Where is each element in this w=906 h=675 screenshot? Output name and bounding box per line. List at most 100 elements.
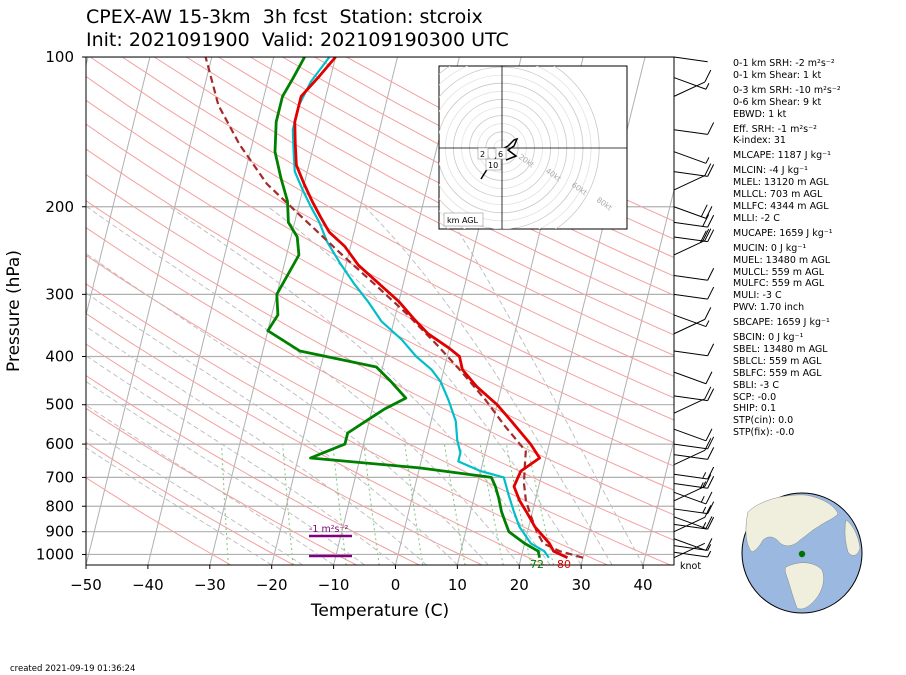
globe-locator — [741, 492, 863, 614]
wind-barb — [673, 542, 706, 559]
parameter-item: 0-1 km SRH: -2 m²s⁻² — [733, 58, 835, 69]
created-timestamp: created 2021-09-19 01:36:24 — [10, 664, 136, 674]
mixing-ratio-line — [332, 444, 347, 565]
parameter-item: SCP: -0.0 — [733, 391, 777, 403]
parameter-item: MLLCL: 703 m AGL — [733, 189, 823, 201]
parameter-item: MUCAPE: 1659 J kg⁻¹ — [733, 227, 833, 239]
wind-barb — [673, 151, 710, 164]
x-tick-9: 40 — [634, 576, 653, 594]
wind-barb — [673, 56, 708, 63]
mixing-ratio-lines — [221, 443, 555, 565]
parameter-item: MUEL: 13480 m AGL — [733, 254, 831, 266]
x-tick-4: −10 — [318, 576, 350, 594]
dry-adiabat — [86, 312, 546, 565]
parameter-item: EBWD: 1 kt — [733, 108, 787, 120]
wind-barb — [673, 466, 715, 480]
wind-barb — [673, 516, 713, 529]
mixing-ratio-line — [282, 444, 294, 565]
dry-adiabat — [186, 57, 674, 316]
x-tick-2: −30 — [194, 576, 226, 594]
x-tick-5: 0 — [391, 576, 401, 594]
wind-barb — [673, 475, 715, 489]
y-axis-label: Pressure (hPa) — [4, 250, 24, 372]
wind-barb — [673, 204, 713, 219]
x-tick-7: 20 — [510, 576, 529, 594]
wind-barb — [673, 491, 713, 505]
dry-adiabat — [86, 407, 357, 565]
dry-adiabat — [86, 75, 674, 399]
dry-adiabat — [86, 477, 232, 565]
parameter-item: 0-1 km Shear: 1 kt — [733, 69, 822, 81]
moist-adiabat — [86, 381, 365, 565]
wind-barb — [673, 163, 712, 191]
parameter-item: 0-6 km Shear: 9 kt — [733, 96, 822, 108]
x-tick-6: 10 — [448, 576, 467, 594]
moist-adiabat — [86, 447, 272, 565]
plot-frame — [85, 56, 675, 566]
parameter-item: MLCIN: -4 J kg⁻¹ — [733, 165, 808, 177]
dry-adiabat — [86, 283, 608, 565]
isotherm — [209, 57, 337, 565]
wetbulb-line — [291, 57, 550, 559]
x-tick-1: −40 — [132, 576, 164, 594]
wind-barb — [673, 505, 712, 533]
y-tick-600: 600 — [45, 435, 74, 453]
wind-barb — [673, 214, 715, 228]
y-tick-1000: 1000 — [36, 545, 74, 563]
moist-adiabat — [169, 206, 551, 565]
chart-subtitle: Init: 2021091900 Valid: 202109190300 UTC — [86, 29, 509, 51]
hodograph-legend-box — [443, 212, 484, 227]
dry-adiabat — [89, 57, 674, 377]
dry-adiabat — [121, 57, 674, 356]
parameter-item: K-index: 31 — [733, 135, 786, 147]
hodograph-km-10: 10 — [488, 161, 498, 170]
dry-adiabat — [86, 148, 674, 467]
x-axis-label: Temperature (C) — [310, 601, 449, 621]
wind-barb — [673, 77, 710, 90]
mixing-ratio-line — [404, 444, 424, 565]
hodograph-legend: km AGL — [447, 216, 479, 225]
surface-temperature-label: 80 — [557, 558, 571, 571]
parameter-item: 0-3 km SRH: -10 m²s⁻² — [733, 84, 841, 96]
x-tick-0: −50 — [70, 576, 102, 594]
temperature-line — [293, 57, 569, 559]
parameter-item: MLLFC: 4344 m AGL — [733, 200, 829, 212]
wind-barb — [673, 544, 712, 551]
y-tick-700: 700 — [45, 468, 74, 486]
parameter-list: 0-1 km SRH: -2 m²s⁻² 0-1 km Shear: 1 kt 0-… — [733, 58, 841, 439]
isotherm — [86, 57, 213, 565]
dewpoint-line — [266, 57, 541, 558]
isotherm — [86, 57, 151, 318]
parameter-item: MLLI: -2 C — [733, 212, 780, 224]
isotherm — [147, 57, 275, 565]
srh-bar: -1 m²s⁻² — [309, 524, 352, 558]
parameter-item: SBEL: 13480 m AGL — [733, 343, 828, 355]
parameter-item: MULI: -3 C — [733, 290, 782, 302]
isotherm — [271, 57, 398, 565]
wind-barbs — [673, 56, 715, 559]
wind-barb — [673, 501, 715, 515]
mixing-ratio-line — [479, 444, 504, 565]
dry-adiabat — [86, 254, 671, 565]
dry-adiabat — [86, 173, 674, 491]
wind-barb — [673, 69, 712, 97]
hodograph-frame — [438, 65, 628, 230]
parameter-item: PWV: 1.70 inch — [733, 302, 805, 314]
dry-adiabat — [86, 343, 483, 565]
y-tick-400: 400 — [45, 348, 74, 366]
dry-adiabat — [86, 200, 674, 516]
globe-land-africa — [844, 519, 861, 556]
wind-barb — [673, 438, 712, 466]
globe-land-south-america — [784, 562, 824, 610]
moist-adiabat — [86, 292, 458, 565]
chart-title: CPEX-AW 15-3km 3h fcst Station: stcroix — [86, 6, 483, 28]
wind-barb — [673, 386, 712, 414]
dry-adiabat — [86, 374, 420, 565]
y-tick-900: 900 — [45, 523, 74, 541]
parameter-item: SBCIN: 0 J kg⁻¹ — [733, 332, 804, 344]
wind-barb — [673, 268, 715, 281]
sounding-series — [204, 57, 584, 559]
parameter-item: MLEL: 13120 m AGL — [733, 177, 829, 189]
moist-adiabat — [86, 426, 303, 565]
